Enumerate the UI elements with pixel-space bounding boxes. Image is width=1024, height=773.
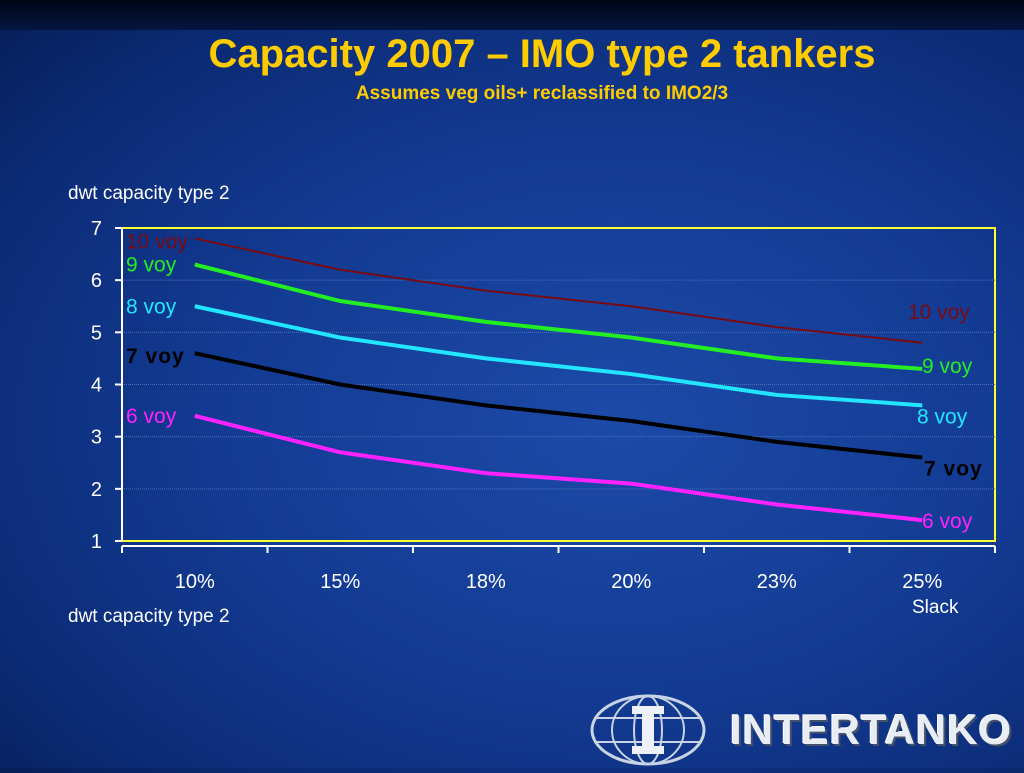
series-label-left: 10 voy xyxy=(126,230,188,253)
series-label-left: 7 voy xyxy=(126,345,185,368)
top-band xyxy=(0,0,1024,30)
series-line xyxy=(194,304,923,408)
y-tick-label: 7 xyxy=(91,218,102,240)
logo-text: INTERTANKO xyxy=(730,706,1013,753)
series-label-left: 8 voy xyxy=(126,295,177,318)
series-label-right: 10 voy xyxy=(908,301,970,324)
series-label-right: 7 voy xyxy=(924,458,983,481)
series-label-right: 8 voy xyxy=(917,405,968,428)
y-tick-label: 6 xyxy=(91,270,102,292)
x-tick-label: 23% xyxy=(757,571,797,593)
y-tick-label: 1 xyxy=(91,531,102,553)
x-axis-label: Slack xyxy=(912,597,959,618)
series-line xyxy=(194,237,923,344)
x-tick-label: 20% xyxy=(611,571,651,593)
page-title: Capacity 2007 – IMO type 2 tankers xyxy=(208,32,876,76)
x-tick-label: 15% xyxy=(320,571,360,593)
series-line xyxy=(194,351,923,460)
series-label-right: 9 voy xyxy=(922,355,973,378)
y-axis-label: dwt capacity type 2 xyxy=(68,183,230,204)
x-tick-label: 10% xyxy=(175,571,215,593)
y-tick-label: 3 xyxy=(91,427,102,449)
x-tick-label: 18% xyxy=(466,571,506,593)
series-line xyxy=(194,413,923,523)
y-tick-label: 2 xyxy=(91,479,102,501)
series-label-right: 6 voy xyxy=(922,510,973,533)
y-tick-label: 5 xyxy=(91,322,102,344)
series-label-left: 6 voy xyxy=(126,405,177,428)
series-line xyxy=(194,262,923,371)
globe-icon xyxy=(590,694,706,766)
y-tick-label: 4 xyxy=(91,375,102,397)
intertanko-logo: INTERTANKO xyxy=(588,690,1018,768)
page-subtitle: Assumes veg oils+ reclassified to IMO2/3 xyxy=(355,83,729,104)
x-tick-label: 25% xyxy=(902,571,942,593)
series-label-left: 9 voy xyxy=(126,254,177,277)
footer-label: dwt capacity type 2 xyxy=(68,606,230,627)
